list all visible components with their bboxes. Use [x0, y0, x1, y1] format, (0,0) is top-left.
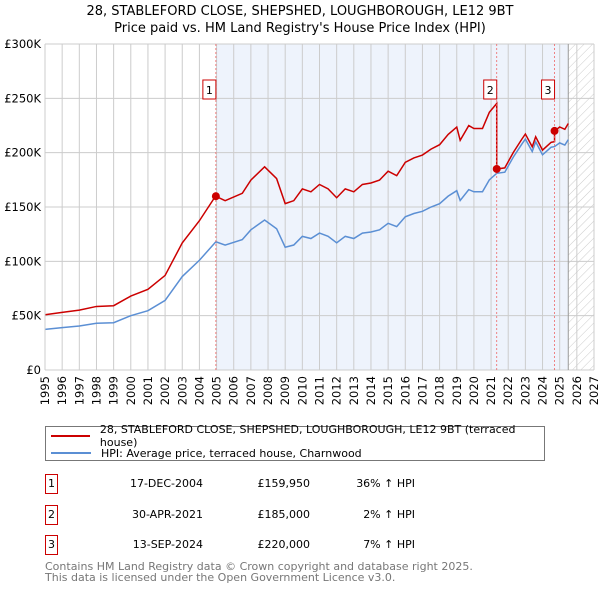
x-tick-label: 2017: [415, 376, 429, 405]
sale-row: 1 17-DEC-2004 £159,950 36% ↑ HPI: [45, 474, 600, 496]
sale-date: 13-SEP-2024: [132, 538, 203, 551]
sale-price: £220,000: [257, 538, 311, 551]
sale-marker-badge: 2: [45, 504, 58, 525]
sale-hpi-diff: 2% ↑ HPI: [363, 507, 415, 521]
x-tick-label: 2018: [433, 376, 447, 405]
y-tick-label: £50K: [12, 309, 42, 323]
sale-point: [492, 164, 501, 173]
sale-date: 17-DEC-2004: [129, 477, 203, 490]
legend-label-hpi: HPI: Average price, terraced house, Char…: [101, 446, 362, 460]
footer: Contains HM Land Registry data © Crown c…: [45, 561, 473, 583]
x-tick-label: 2021: [484, 376, 498, 405]
x-tick-label: 1996: [55, 376, 69, 405]
sale-point: [211, 192, 220, 201]
x-tick-label: 2010: [295, 376, 309, 405]
sale-marker-box: [541, 79, 556, 100]
x-tick-label: 2003: [175, 376, 189, 405]
x-tick-label: 2022: [501, 376, 515, 405]
x-tick-label: 2024: [536, 376, 550, 405]
x-tick-label: 2002: [158, 376, 172, 405]
sale-price: £185,000: [257, 507, 311, 521]
y-tick-label: £300K: [4, 37, 41, 51]
x-tick-label: 2007: [244, 376, 258, 405]
x-tick-label: 2020: [467, 376, 481, 405]
x-tick-label: 1998: [89, 376, 103, 405]
legend-item-hpi: HPI: Average price, terraced house, Char…: [51, 445, 362, 461]
sale-date: 30-APR-2021: [131, 507, 203, 521]
x-tick-label: 2005: [210, 376, 224, 405]
x-tick-label: 2025: [553, 376, 567, 405]
x-tick-label: 2014: [364, 376, 378, 405]
x-tick-label: 2004: [192, 376, 206, 405]
property-price-line: [44, 101, 569, 316]
legend-item-property: 28, STABLEFORD CLOSE, SHEPSHED, LOUGHBOR…: [51, 423, 544, 449]
legend: 28, STABLEFORD CLOSE, SHEPSHED, LOUGHBOR…: [45, 423, 545, 461]
sale-hpi-diff: 7% ↑ HPI: [363, 538, 415, 551]
price-chart: 1995 1996 1997 1998 1999 2000 2001 2002 2003 2004…: [4, 37, 600, 405]
x-tick-label: 2011: [313, 376, 327, 405]
sale-row: 2 30-APR-2021 £185,000 2% ↑ HPI: [45, 504, 600, 527]
x-tick-label: 2012: [330, 376, 344, 405]
hpi-line: [44, 137, 569, 331]
y-tick-label: £250K: [4, 91, 41, 105]
sale-marker-box: [202, 79, 217, 100]
x-tick-label: 2009: [278, 376, 292, 405]
sale-price: £159,950: [257, 477, 311, 490]
chart-title: 28, STABLEFORD CLOSE, SHEPSHED, LOUGHBOR…: [86, 4, 514, 19]
y-tick-label: £0: [26, 363, 41, 377]
sale-marker-badge: 1: [45, 474, 58, 494]
x-tick-label: 2008: [261, 376, 275, 405]
footer-line-1: Contains HM Land Registry data © Crown c…: [45, 560, 473, 573]
y-tick-label: £150K: [4, 200, 41, 214]
x-tick-label: 2001: [141, 376, 155, 405]
x-tick-label: 1999: [107, 376, 121, 405]
sale-marker-label: 2: [487, 84, 494, 97]
y-tick-label: £200K: [4, 146, 41, 160]
sale-marker-label: 1: [206, 84, 213, 97]
sale-row: 3 13-SEP-2024 £220,000 7% ↑ HPI: [45, 535, 600, 557]
x-tick-label: 2016: [398, 376, 412, 405]
x-tick-label: 2015: [381, 376, 395, 405]
x-tick-label: 2000: [124, 376, 138, 405]
legend-swatch-blue: [51, 452, 91, 454]
x-tick-label: 2013: [347, 376, 361, 405]
x-tick-label: 2026: [570, 376, 584, 405]
legend-swatch-red: [51, 435, 90, 437]
sale-marker-box: [483, 79, 498, 100]
y-tick-label: £100K: [4, 254, 41, 268]
x-tick-label: 1997: [72, 376, 86, 405]
legend-label-property: 28, STABLEFORD CLOSE, SHEPSHED, LOUGHBOR…: [99, 423, 516, 449]
x-tick-label: 2023: [518, 376, 532, 405]
x-tick-label: 2019: [450, 376, 464, 405]
x-tick-label: 1995: [38, 376, 52, 405]
x-tick-label: 2006: [227, 376, 241, 405]
x-tick-label: 2027: [587, 376, 600, 405]
chart-subtitle: Price paid vs. HM Land Registry's House …: [114, 21, 486, 36]
sale-hpi-diff: 36% ↑ HPI: [356, 477, 415, 490]
footer-line-2: This data is licensed under the Open Gov…: [45, 571, 396, 584]
sale-marker-badge: 3: [45, 535, 58, 555]
sale-point: [550, 126, 559, 135]
sale-marker-label: 3: [545, 84, 552, 97]
